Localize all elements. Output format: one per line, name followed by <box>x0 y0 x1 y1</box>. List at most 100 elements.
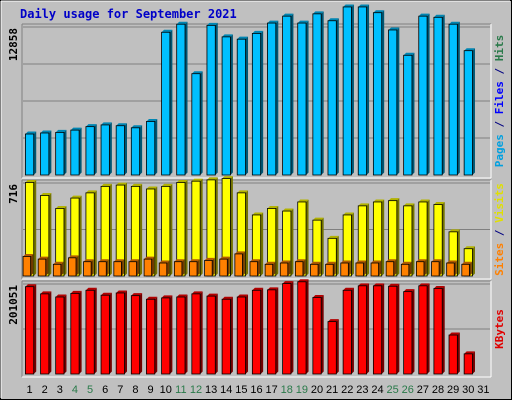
bar-side <box>287 260 291 276</box>
bar-top <box>403 289 415 292</box>
bar-top <box>70 290 82 294</box>
series-hits <box>25 4 475 176</box>
bar-hits-day-2 <box>40 132 50 176</box>
bar-top <box>386 259 397 262</box>
bar-side <box>275 287 279 374</box>
bar-side <box>321 294 324 374</box>
bar-top <box>327 235 339 239</box>
bar-top <box>343 287 354 291</box>
bar-kbytes-day-18 <box>282 283 292 375</box>
bar-side <box>169 29 173 175</box>
bar-top <box>464 246 475 249</box>
bar-hits-day-4 <box>70 129 80 176</box>
bar-top <box>418 199 430 202</box>
bar-side <box>245 36 249 175</box>
bar-side <box>139 183 143 276</box>
chart-panels: 12858 Pages / Files / Hits 716 Sites / Visi… <box>7 4 506 378</box>
bar-hits-day-13 <box>206 24 216 176</box>
bar-side <box>215 177 218 276</box>
bar-hits-day-26 <box>403 54 413 176</box>
bar-sites-day-3 <box>52 263 62 277</box>
bar-kbytes-day-2 <box>40 293 50 375</box>
x-tick-label: 19 <box>296 384 308 396</box>
bar-top <box>144 256 155 260</box>
bar-sites-day-24 <box>370 262 379 277</box>
legend-series-visits: Visits <box>493 183 506 223</box>
x-tick-label: 23 <box>356 384 368 396</box>
bar-side <box>306 199 309 276</box>
bar-hits-day-3 <box>55 132 65 176</box>
bar-top <box>174 259 185 262</box>
panel-legend-label: Pages / Files / Hits <box>493 35 506 168</box>
bar-side <box>321 11 324 175</box>
bar-top <box>446 260 457 264</box>
bar-top <box>131 183 143 187</box>
bar-side <box>109 183 112 276</box>
bar-top <box>267 205 279 209</box>
x-tick-label: 17 <box>266 384 278 396</box>
bar-side <box>200 71 203 175</box>
bar-kbytes-day-16 <box>251 289 262 375</box>
bar-side <box>366 283 370 374</box>
bar-side <box>336 18 339 175</box>
bar-kbytes-day-17 <box>267 289 277 375</box>
bar-top <box>222 34 233 37</box>
bar-top <box>416 259 427 262</box>
bar-top <box>373 199 385 202</box>
series-sites <box>22 251 472 277</box>
bar-hits-day-12 <box>191 73 201 176</box>
bar-hits-day-22 <box>342 6 352 176</box>
bar-top <box>25 179 37 183</box>
bar-top <box>280 260 291 264</box>
bar-side <box>215 293 218 374</box>
bar-top <box>176 294 188 298</box>
bar-sites-day-19 <box>294 261 304 277</box>
bar-top <box>464 351 475 354</box>
bar-kbytes-day-23 <box>357 285 367 375</box>
bar-top <box>191 178 203 182</box>
bar-side <box>48 291 52 374</box>
x-tick-label: 14 <box>220 384 232 396</box>
bar-side <box>260 212 264 276</box>
legend-series-sites: Sites <box>493 243 506 276</box>
bar-top <box>297 279 309 282</box>
x-tick-label: 16 <box>250 384 262 396</box>
bar-top <box>206 177 218 180</box>
bar-side <box>33 179 37 276</box>
bar-top <box>206 293 218 297</box>
bar-side <box>33 284 37 374</box>
bar-top <box>25 131 37 135</box>
bar-top <box>449 332 460 336</box>
bar-side <box>411 52 415 176</box>
bar-kbytes-day-19 <box>297 281 307 375</box>
bar-top <box>237 36 249 40</box>
bar-side <box>230 296 233 374</box>
bar-side <box>472 351 475 374</box>
bar-side <box>169 295 173 374</box>
bar-hits-day-7 <box>115 125 125 176</box>
bar-side <box>79 290 82 374</box>
bar-top <box>358 283 370 286</box>
bar-top <box>222 296 233 300</box>
bar-kbytes-day-12 <box>191 293 201 375</box>
bar-top <box>85 287 97 291</box>
bar-top <box>433 14 445 18</box>
bar-side <box>469 261 472 276</box>
bar-top <box>449 229 460 232</box>
bar-side <box>408 261 412 276</box>
bar-sites-day-4 <box>68 257 77 277</box>
bar-kbytes-day-11 <box>176 296 186 375</box>
bar-hits-day-28 <box>433 16 443 176</box>
bar-side <box>200 291 203 374</box>
bar-hits-day-29 <box>448 23 458 176</box>
legend-separator: / <box>493 114 506 134</box>
bar-kbytes-day-29 <box>448 334 458 375</box>
bar-side <box>60 261 64 276</box>
bar-top <box>234 251 245 254</box>
bar-side <box>181 259 185 276</box>
bar-top <box>282 13 294 17</box>
bar-sites-day-8 <box>128 261 137 277</box>
bar-hits-day-15 <box>236 38 246 176</box>
bar-kbytes-day-28 <box>433 288 443 375</box>
bar-top <box>85 124 97 127</box>
